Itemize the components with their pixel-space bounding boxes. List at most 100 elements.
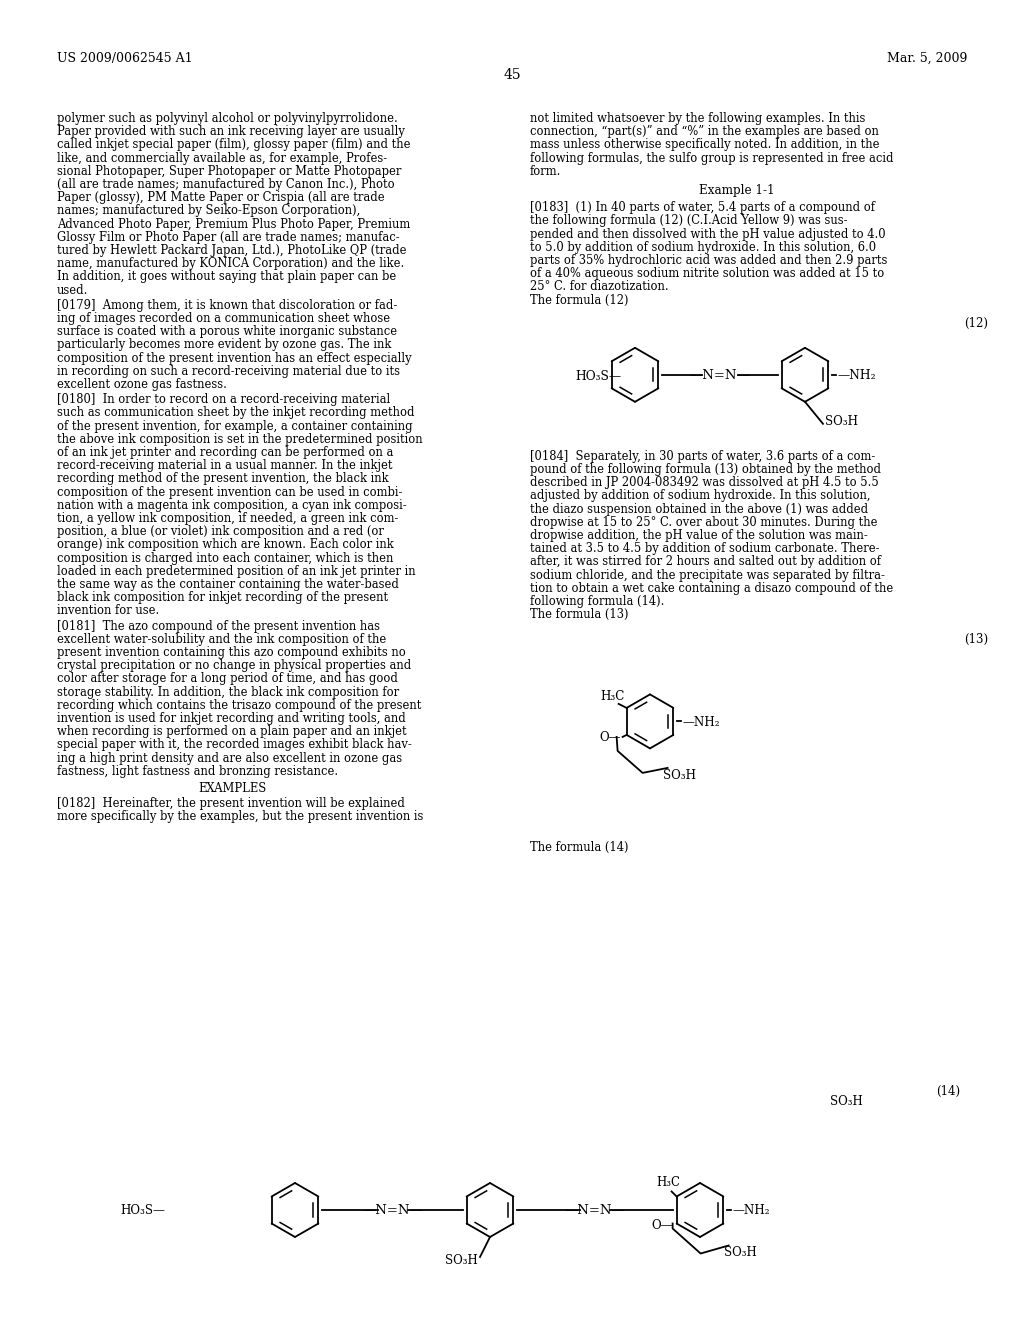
Text: record-receiving material in a usual manner. In the inkjet: record-receiving material in a usual man… bbox=[57, 459, 392, 473]
Text: fastness, light fastness and bronzing resistance.: fastness, light fastness and bronzing re… bbox=[57, 764, 338, 777]
Text: The formula (13): The formula (13) bbox=[530, 609, 629, 622]
Text: surface is coated with a porous white inorganic substance: surface is coated with a porous white in… bbox=[57, 325, 397, 338]
Text: dropwise addition, the pH value of the solution was main-: dropwise addition, the pH value of the s… bbox=[530, 529, 867, 543]
Text: connection, “part(s)” and “%” in the examples are based on: connection, “part(s)” and “%” in the exa… bbox=[530, 125, 879, 139]
Text: recording which contains the trisazo compound of the present: recording which contains the trisazo com… bbox=[57, 698, 421, 711]
Text: in recording on such a record-receiving material due to its: in recording on such a record-receiving … bbox=[57, 364, 400, 378]
Text: ing of images recorded on a communication sheet whose: ing of images recorded on a communicatio… bbox=[57, 312, 390, 325]
Text: sodium chloride, and the precipitate was separated by filtra-: sodium chloride, and the precipitate was… bbox=[530, 569, 885, 582]
Text: 45: 45 bbox=[503, 69, 521, 82]
Text: 25° C. for diazotization.: 25° C. for diazotization. bbox=[530, 280, 669, 293]
Text: H₃C: H₃C bbox=[601, 690, 625, 704]
Text: name, manufactured by KONICA Corporation) and the like.: name, manufactured by KONICA Corporation… bbox=[57, 257, 404, 271]
Text: tained at 3.5 to 4.5 by addition of sodium carbonate. There-: tained at 3.5 to 4.5 by addition of sodi… bbox=[530, 543, 880, 556]
Text: [0184]  Separately, in 30 parts of water, 3.6 parts of a com-: [0184] Separately, in 30 parts of water,… bbox=[530, 450, 876, 463]
Text: SO₃H: SO₃H bbox=[825, 414, 858, 428]
Text: of the present invention, for example, a container containing: of the present invention, for example, a… bbox=[57, 420, 413, 433]
Text: —NH₂: —NH₂ bbox=[837, 370, 876, 383]
Text: —NH₂: —NH₂ bbox=[682, 715, 720, 729]
Text: SO₃H: SO₃H bbox=[724, 1246, 757, 1259]
Text: to 5.0 by addition of sodium hydroxide. In this solution, 6.0: to 5.0 by addition of sodium hydroxide. … bbox=[530, 240, 877, 253]
Text: composition is charged into each container, which is then: composition is charged into each contain… bbox=[57, 552, 393, 565]
Text: special paper with it, the recorded images exhibit black hav-: special paper with it, the recorded imag… bbox=[57, 738, 412, 751]
Text: Example 1-1: Example 1-1 bbox=[699, 183, 775, 197]
Text: ing a high print density and are also excellent in ozone gas: ing a high print density and are also ex… bbox=[57, 751, 402, 764]
Text: crystal precipitation or no change in physical properties and: crystal precipitation or no change in ph… bbox=[57, 659, 412, 672]
Text: invention for use.: invention for use. bbox=[57, 605, 160, 618]
Text: orange) ink composition which are known. Each color ink: orange) ink composition which are known.… bbox=[57, 539, 394, 552]
Text: the above ink composition is set in the predetermined position: the above ink composition is set in the … bbox=[57, 433, 423, 446]
Text: described in JP 2004-083492 was dissolved at pH 4.5 to 5.5: described in JP 2004-083492 was dissolve… bbox=[530, 477, 879, 490]
Text: excellent ozone gas fastness.: excellent ozone gas fastness. bbox=[57, 378, 227, 391]
Text: tion to obtain a wet cake containing a disazo compound of the: tion to obtain a wet cake containing a d… bbox=[530, 582, 893, 595]
Text: SO₃H: SO₃H bbox=[830, 1096, 863, 1107]
Text: form.: form. bbox=[530, 165, 561, 178]
Text: Mar. 5, 2009: Mar. 5, 2009 bbox=[887, 51, 967, 65]
Text: The formula (14): The formula (14) bbox=[530, 841, 629, 854]
Text: SO₃H: SO₃H bbox=[663, 770, 695, 781]
Text: HO₃S—: HO₃S— bbox=[575, 371, 622, 383]
Text: In addition, it goes without saying that plain paper can be: In addition, it goes without saying that… bbox=[57, 271, 396, 284]
Text: composition of the present invention has an effect especially: composition of the present invention has… bbox=[57, 351, 412, 364]
Text: of a 40% aqueous sodium nitrite solution was added at 15 to: of a 40% aqueous sodium nitrite solution… bbox=[530, 267, 885, 280]
Text: parts of 35% hydrochloric acid was added and then 2.9 parts: parts of 35% hydrochloric acid was added… bbox=[530, 253, 888, 267]
Text: SO₃H: SO₃H bbox=[445, 1254, 478, 1267]
Text: mass unless otherwise specifically noted. In addition, in the: mass unless otherwise specifically noted… bbox=[530, 139, 880, 152]
Text: storage stability. In addition, the black ink composition for: storage stability. In addition, the blac… bbox=[57, 685, 399, 698]
Text: Advanced Photo Paper, Premium Plus Photo Paper, Premium: Advanced Photo Paper, Premium Plus Photo… bbox=[57, 218, 411, 231]
Text: —NH₂: —NH₂ bbox=[732, 1204, 769, 1217]
Text: [0181]  The azo compound of the present invention has: [0181] The azo compound of the present i… bbox=[57, 619, 380, 632]
Text: the same way as the container containing the water-based: the same way as the container containing… bbox=[57, 578, 399, 591]
Text: pended and then dissolved with the pH value adjusted to 4.0: pended and then dissolved with the pH va… bbox=[530, 227, 886, 240]
Text: not limited whatsoever by the following examples. In this: not limited whatsoever by the following … bbox=[530, 112, 865, 125]
Text: H₃C: H₃C bbox=[656, 1176, 681, 1189]
Text: —N=N—: —N=N— bbox=[689, 370, 751, 383]
Text: [0179]  Among them, it is known that discoloration or fad-: [0179] Among them, it is known that disc… bbox=[57, 298, 397, 312]
Text: after, it was stirred for 2 hours and salted out by addition of: after, it was stirred for 2 hours and sa… bbox=[530, 556, 881, 569]
Text: nation with a magenta ink composition, a cyan ink composi-: nation with a magenta ink composition, a… bbox=[57, 499, 407, 512]
Text: sional Photopaper, Super Photopaper or Matte Photopaper: sional Photopaper, Super Photopaper or M… bbox=[57, 165, 401, 178]
Text: O—: O— bbox=[651, 1218, 673, 1232]
Text: O—: O— bbox=[599, 731, 621, 744]
Text: invention is used for inkjet recording and writing tools, and: invention is used for inkjet recording a… bbox=[57, 711, 406, 725]
Text: present invention containing this azo compound exhibits no: present invention containing this azo co… bbox=[57, 645, 406, 659]
Text: when recording is performed on a plain paper and an inkjet: when recording is performed on a plain p… bbox=[57, 725, 407, 738]
Text: [0182]  Hereinafter, the present invention will be explained: [0182] Hereinafter, the present inventio… bbox=[57, 797, 404, 810]
Text: black ink composition for inkjet recording of the present: black ink composition for inkjet recordi… bbox=[57, 591, 388, 605]
Text: —N=N—: —N=N— bbox=[564, 1204, 626, 1217]
Text: particularly becomes more evident by ozone gas. The ink: particularly becomes more evident by ozo… bbox=[57, 338, 391, 351]
Text: dropwise at 15 to 25° C. over about 30 minutes. During the: dropwise at 15 to 25° C. over about 30 m… bbox=[530, 516, 878, 529]
Text: used.: used. bbox=[57, 284, 88, 297]
Text: color after storage for a long period of time, and has good: color after storage for a long period of… bbox=[57, 672, 398, 685]
Text: (14): (14) bbox=[936, 1085, 961, 1098]
Text: tion, a yellow ink composition, if needed, a green ink com-: tion, a yellow ink composition, if neede… bbox=[57, 512, 398, 525]
Text: [0180]  In order to record on a record-receiving material: [0180] In order to record on a record-re… bbox=[57, 393, 390, 407]
Text: (12): (12) bbox=[964, 317, 988, 330]
Text: loaded in each predetermined position of an ink jet printer in: loaded in each predetermined position of… bbox=[57, 565, 416, 578]
Text: called inkjet special paper (film), glossy paper (film) and the: called inkjet special paper (film), glos… bbox=[57, 139, 411, 152]
Text: like, and commercially available as, for example, Profes-: like, and commercially available as, for… bbox=[57, 152, 387, 165]
Text: [0183]  (1) In 40 parts of water, 5.4 parts of a compound of: [0183] (1) In 40 parts of water, 5.4 par… bbox=[530, 201, 874, 214]
Text: following formula (14).: following formula (14). bbox=[530, 595, 665, 609]
Text: such as communication sheet by the inkjet recording method: such as communication sheet by the inkje… bbox=[57, 407, 415, 420]
Text: the diazo suspension obtained in the above (1) was added: the diazo suspension obtained in the abo… bbox=[530, 503, 868, 516]
Text: composition of the present invention can be used in combi-: composition of the present invention can… bbox=[57, 486, 402, 499]
Text: the following formula (12) (C.I.Acid Yellow 9) was sus-: the following formula (12) (C.I.Acid Yel… bbox=[530, 214, 848, 227]
Text: position, a blue (or violet) ink composition and a red (or: position, a blue (or violet) ink composi… bbox=[57, 525, 384, 539]
Text: excellent water-solubility and the ink composition of the: excellent water-solubility and the ink c… bbox=[57, 632, 386, 645]
Text: pound of the following formula (13) obtained by the method: pound of the following formula (13) obta… bbox=[530, 463, 881, 477]
Text: following formulas, the sulfo group is represented in free acid: following formulas, the sulfo group is r… bbox=[530, 152, 894, 165]
Text: Glossy Film or Photo Paper (all are trade names; manufac-: Glossy Film or Photo Paper (all are trad… bbox=[57, 231, 399, 244]
Text: (13): (13) bbox=[964, 634, 988, 647]
Text: Paper provided with such an ink receiving layer are usually: Paper provided with such an ink receivin… bbox=[57, 125, 404, 139]
Text: more specifically by the examples, but the present invention is: more specifically by the examples, but t… bbox=[57, 810, 423, 824]
Text: recording method of the present invention, the black ink: recording method of the present inventio… bbox=[57, 473, 389, 486]
Text: HO₃S—: HO₃S— bbox=[120, 1204, 165, 1217]
Text: —N=N—: —N=N— bbox=[362, 1204, 423, 1217]
Text: polymer such as polyvinyl alcohol or polyvinylpyrrolidone.: polymer such as polyvinyl alcohol or pol… bbox=[57, 112, 397, 125]
Text: adjusted by addition of sodium hydroxide. In this solution,: adjusted by addition of sodium hydroxide… bbox=[530, 490, 870, 503]
Text: (all are trade names; manufactured by Canon Inc.), Photo: (all are trade names; manufactured by Ca… bbox=[57, 178, 394, 191]
Text: Paper (glossy), PM Matte Paper or Crispia (all are trade: Paper (glossy), PM Matte Paper or Crispi… bbox=[57, 191, 385, 205]
Text: EXAMPLES: EXAMPLES bbox=[198, 781, 266, 795]
Text: tured by Hewlett Packard Japan, Ltd.), PhotoLike QP (trade: tured by Hewlett Packard Japan, Ltd.), P… bbox=[57, 244, 407, 257]
